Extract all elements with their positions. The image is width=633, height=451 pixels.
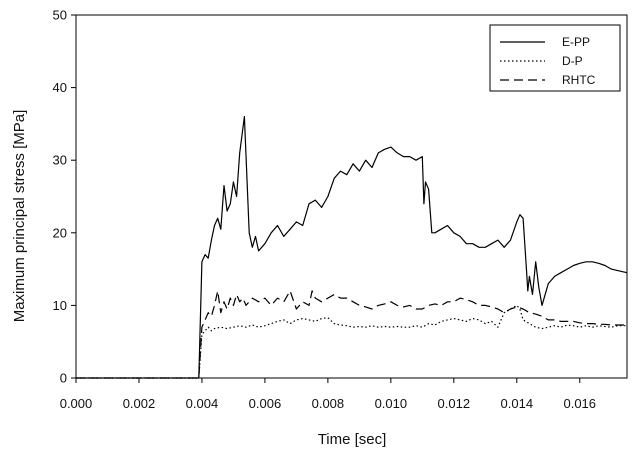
legend-label-e-pp: E-PP (562, 35, 590, 49)
y-tick-label: 30 (53, 153, 67, 168)
x-tick-label: 0.006 (249, 396, 282, 411)
x-tick-label: 0.014 (501, 396, 534, 411)
legend: E-PP D-P RHTC (489, 24, 621, 92)
y-tick-label: 10 (53, 298, 67, 313)
x-tick-label: 0.004 (186, 396, 219, 411)
y-tick-label: 40 (53, 80, 67, 95)
x-tick-label: 0.010 (375, 396, 408, 411)
legend-label-rhtc: RHTC (562, 73, 596, 87)
legend-box (489, 24, 621, 92)
series-line-rhtc (76, 290, 627, 379)
y-tick-label: 20 (53, 225, 67, 240)
x-tick-label: 0.016 (563, 396, 596, 411)
series-line-e-pp (76, 115, 628, 379)
y-tick-label: 50 (53, 8, 67, 23)
x-tick-label: 0.012 (438, 396, 471, 411)
x-tick-label: 0.008 (312, 396, 345, 411)
axes: 0 10 20 30 40 50 0.000 0.002 0.004 0.006 0.008 0.01… (53, 8, 628, 411)
x-tick-label: 0.000 (60, 396, 93, 411)
x-axis-title: Time [sec] (318, 431, 387, 448)
x-tick-label: 0.002 (123, 396, 156, 411)
y-tick-label: 0 (60, 371, 67, 386)
y-axis-title: Maximum principal stress [MPa] (11, 110, 28, 323)
plot-frame (75, 14, 628, 379)
plot-area (76, 115, 628, 379)
legend-label-d-p: D-P (562, 54, 583, 68)
